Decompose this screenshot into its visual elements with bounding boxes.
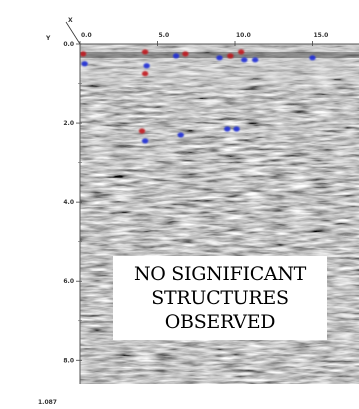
- anomaly-point: [80, 51, 87, 57]
- annotation-line: NO SIGNIFICANT: [133, 263, 307, 285]
- anomaly-point: [216, 55, 223, 61]
- y-tick-label: 2.0: [63, 120, 74, 127]
- anomaly-point: [81, 61, 88, 67]
- annotation-box: NO SIGNIFICANT STRUCTURES OBSERVED: [113, 256, 327, 340]
- anomaly-point: [172, 53, 180, 59]
- y-axis-ticks: 0.0 2.0 4.0 6.0 8.0: [63, 41, 82, 364]
- x-tick-label: 0.0: [81, 32, 92, 39]
- anomaly-point: [138, 128, 146, 134]
- anomaly-point: [182, 51, 189, 57]
- footer-label: 1.087: [38, 399, 57, 406]
- corner-divider: [65, 21, 81, 45]
- anomaly-point: [238, 49, 245, 55]
- x-tick-label: 15.0: [314, 32, 329, 39]
- y-tick-label: 4.0: [63, 199, 74, 206]
- anomaly-point: [141, 49, 149, 55]
- anomaly-point: [309, 55, 316, 61]
- y-tick-label: 0.0: [63, 41, 74, 48]
- y-axis-corner-label: Y: [45, 35, 51, 42]
- annotation-line: STRUCTURES: [151, 287, 289, 309]
- x-tick-label: 5.0: [159, 32, 170, 39]
- anomaly-point: [143, 63, 150, 69]
- anomaly-point: [141, 71, 149, 77]
- x-tick-label: 10.0: [236, 32, 251, 39]
- anomaly-point: [141, 138, 149, 144]
- x-axis-ticks: 0.0 5.0 10.0 15.0: [79, 32, 329, 46]
- anomaly-point: [241, 57, 248, 63]
- anomaly-point: [224, 126, 231, 132]
- annotation-line: OBSERVED: [164, 311, 276, 333]
- y-tick-label: 8.0: [63, 357, 74, 364]
- anomaly-point: [233, 126, 240, 132]
- anomaly-point: [251, 57, 259, 63]
- y-tick-label: 6.0: [63, 278, 74, 285]
- x-axis-corner-label: X: [68, 17, 73, 24]
- anomaly-point: [227, 53, 234, 59]
- anomaly-point: [177, 132, 184, 138]
